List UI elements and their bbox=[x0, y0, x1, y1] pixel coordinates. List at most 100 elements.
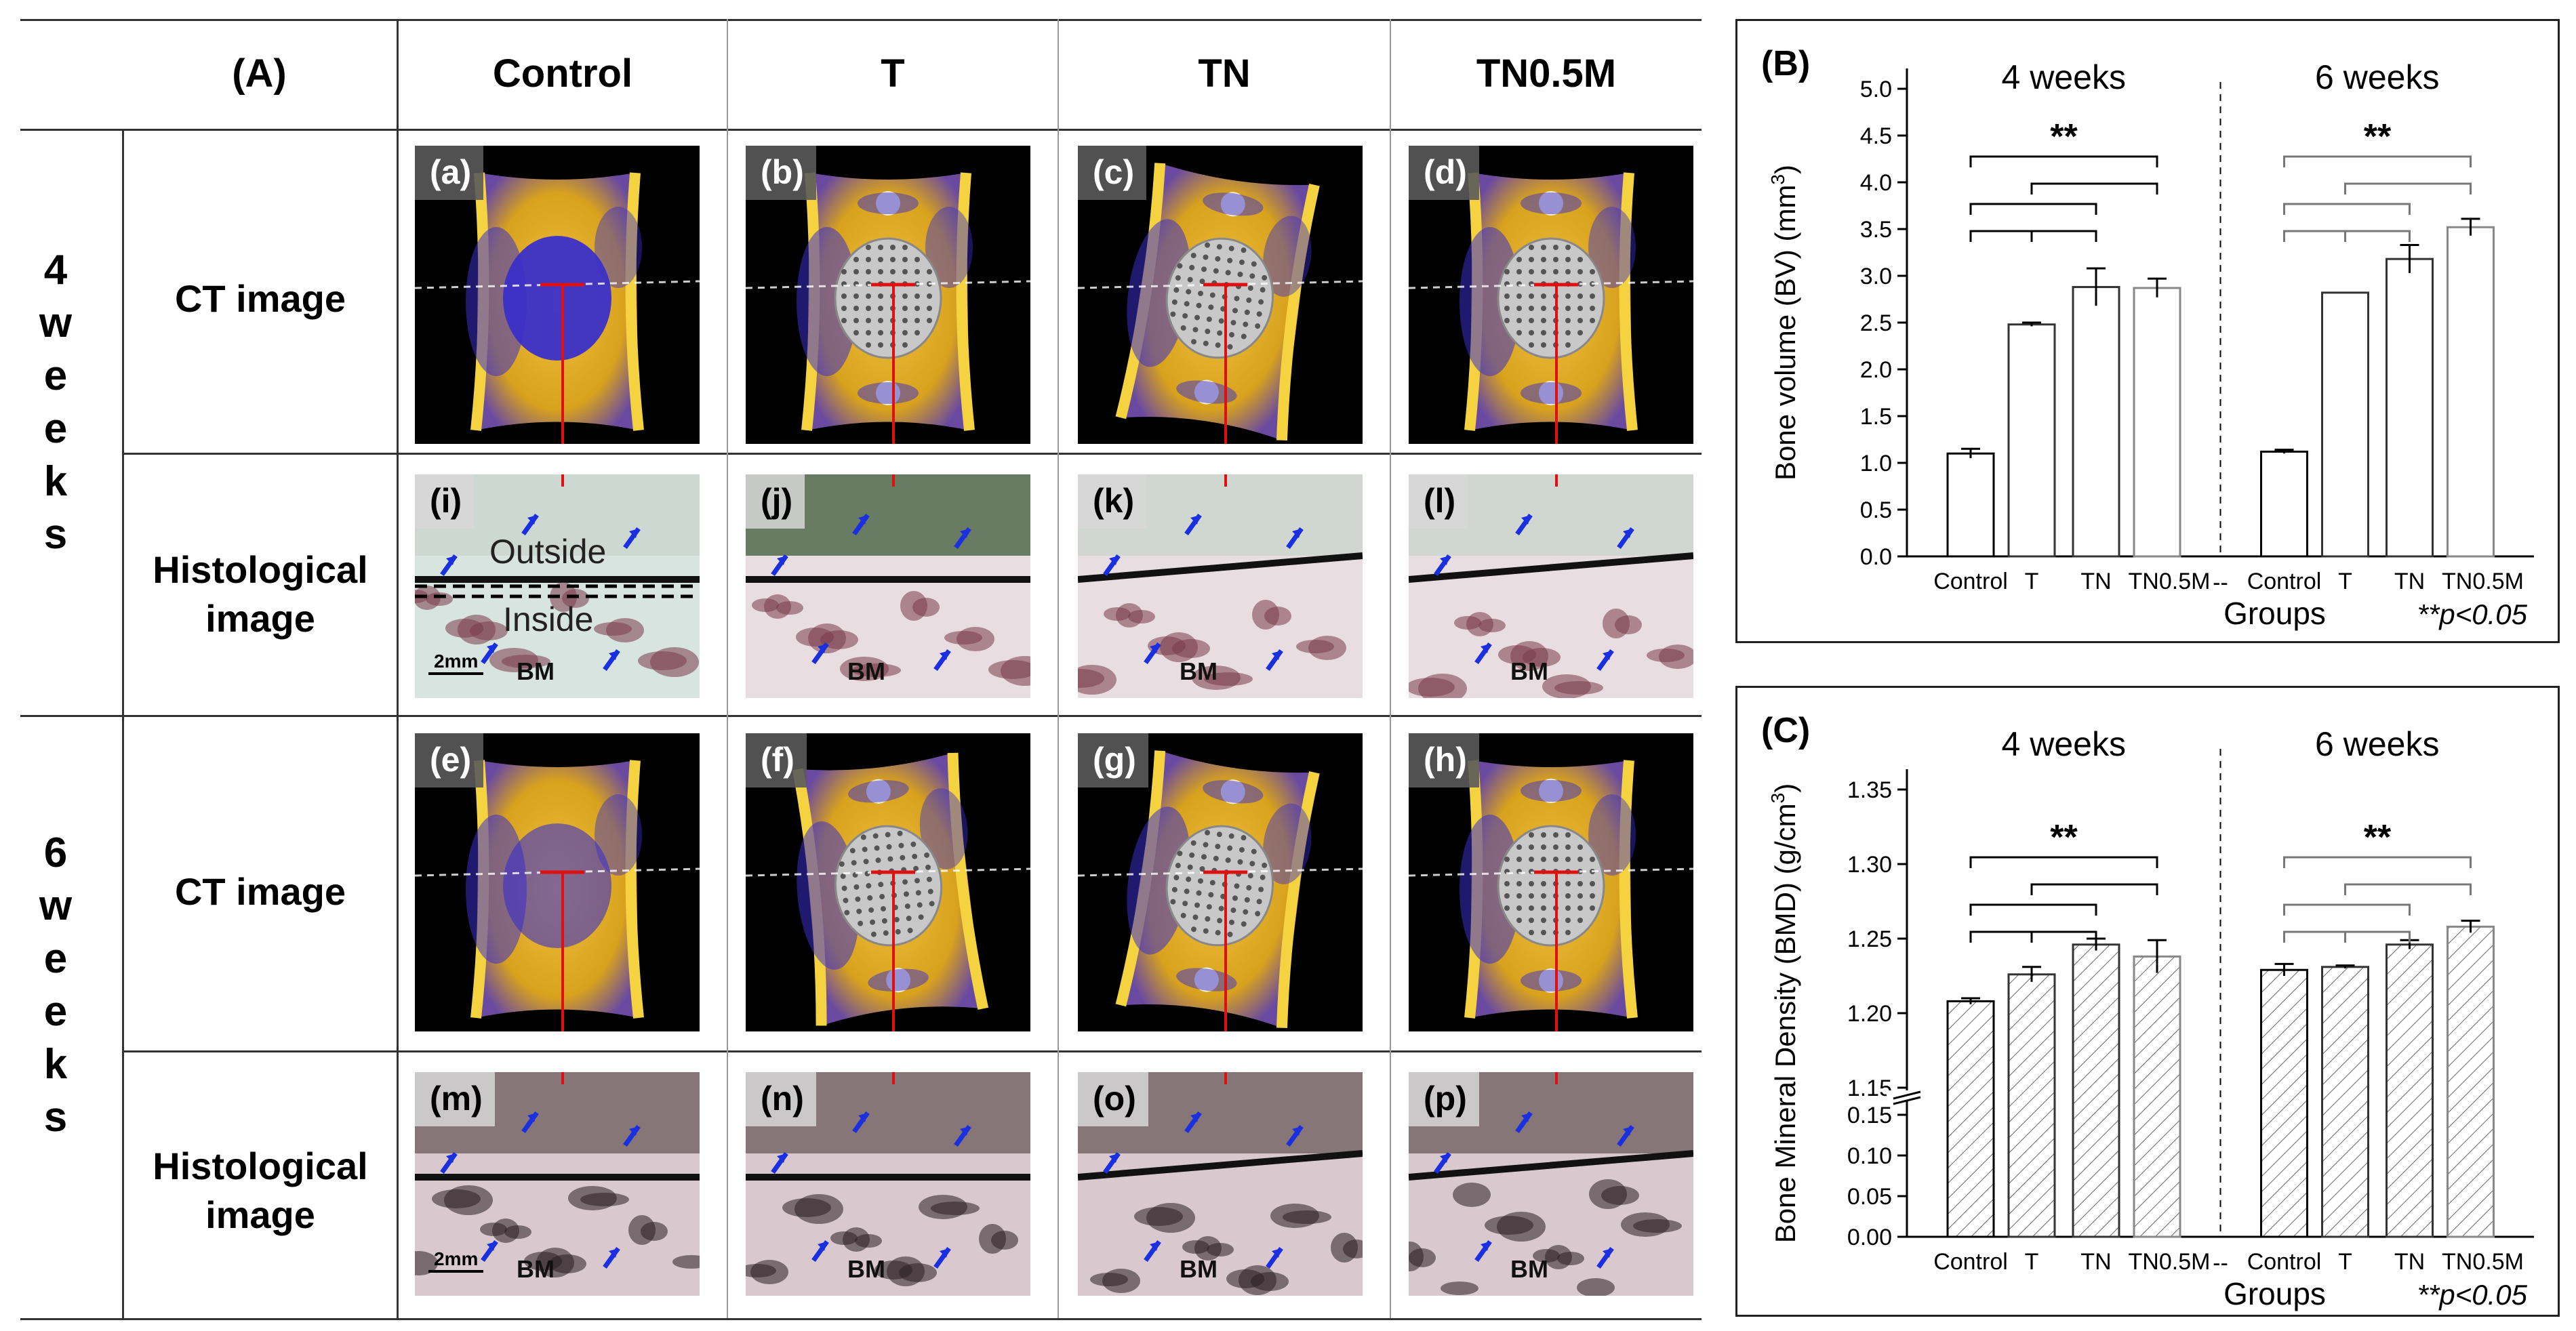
column-header-tn: TN bbox=[1198, 52, 1251, 96]
ct-panel-label: (d) bbox=[1409, 146, 1479, 200]
mesh-hole bbox=[1541, 857, 1546, 862]
mesh-hole bbox=[1213, 268, 1219, 274]
defect-hole bbox=[503, 823, 611, 948]
mesh-hole bbox=[1565, 330, 1571, 335]
mesh-hole bbox=[1234, 883, 1240, 889]
arrow-head-icon bbox=[1272, 1248, 1281, 1258]
mesh-hole bbox=[924, 852, 930, 858]
mesh-hole bbox=[902, 342, 908, 348]
mesh-hole bbox=[868, 907, 874, 913]
implant-line bbox=[1409, 552, 1693, 583]
mesh-hole bbox=[1205, 916, 1211, 922]
mesh-hole bbox=[1577, 857, 1583, 862]
mesh-hole bbox=[1541, 905, 1546, 911]
bone-segment bbox=[1460, 760, 1638, 1019]
mesh-hole bbox=[870, 931, 877, 937]
mesh-hole bbox=[1182, 313, 1188, 319]
tissue-cell bbox=[750, 1260, 788, 1284]
mesh-hole bbox=[1190, 339, 1196, 345]
category-label: TN bbox=[2080, 1249, 2111, 1275]
histology-panel-label: (k) bbox=[1078, 474, 1147, 529]
histology-image-2: (k) BM bbox=[1078, 474, 1363, 698]
mesh-hole bbox=[1565, 342, 1571, 348]
mesh-hole bbox=[883, 930, 889, 936]
category-label: T bbox=[2025, 1249, 2039, 1275]
ct-image-7: (h) bbox=[1409, 733, 1693, 1031]
mesh-hole bbox=[853, 318, 859, 323]
tissue-cell bbox=[899, 1263, 937, 1282]
y-tick-label: 1.25 bbox=[1847, 926, 1892, 952]
tissue-cell bbox=[562, 589, 589, 608]
category-label: T bbox=[2338, 1249, 2352, 1275]
mesh-hole bbox=[858, 920, 864, 926]
significance-bracket bbox=[2030, 182, 2158, 194]
mesh-hole bbox=[1225, 857, 1231, 863]
mesh-hole bbox=[1504, 306, 1510, 311]
mesh-hole bbox=[1529, 245, 1534, 250]
mesh-hole bbox=[1529, 832, 1534, 838]
mesh-hole bbox=[1201, 266, 1207, 272]
significance-bracket bbox=[2030, 230, 2097, 242]
mesh-hole bbox=[1255, 911, 1261, 917]
ct-render bbox=[1078, 163, 1363, 444]
mesh-hole bbox=[1529, 918, 1534, 923]
bone-marrow-label: BM bbox=[1180, 657, 1217, 685]
category-label: TN bbox=[2394, 569, 2425, 594]
tissue-cell bbox=[852, 663, 901, 677]
ct-panel-label: (b) bbox=[746, 146, 816, 200]
section-line bbox=[746, 867, 1030, 877]
mesh-hole bbox=[902, 269, 908, 274]
mesh-hole bbox=[1541, 881, 1546, 886]
category-label: T bbox=[2025, 569, 2039, 594]
mesh-hole bbox=[860, 834, 866, 840]
mesh-hole bbox=[1529, 306, 1534, 311]
mesh-hole bbox=[903, 891, 909, 897]
arrow-head-icon bbox=[1150, 644, 1159, 653]
mesh-hole bbox=[890, 269, 895, 274]
mesh-hole bbox=[1541, 293, 1546, 299]
mesh-hole bbox=[902, 879, 908, 885]
tissue-cell bbox=[606, 618, 644, 642]
ct-panel-label: (c) bbox=[1078, 146, 1147, 200]
category-label: TN0.5M bbox=[2129, 569, 2211, 594]
mesh-hole bbox=[1180, 325, 1186, 331]
mesh-hole bbox=[1541, 930, 1546, 935]
mesh-hole bbox=[1529, 269, 1534, 274]
ct-panel-label: (g) bbox=[1078, 733, 1148, 787]
tissue-cell bbox=[1251, 1272, 1289, 1291]
mesh-hole bbox=[866, 257, 871, 262]
mesh-hole bbox=[925, 864, 931, 870]
mesh-hole bbox=[866, 293, 871, 299]
mesh-hole bbox=[890, 257, 895, 262]
bone-edge-right bbox=[625, 760, 644, 1019]
mesh-hole bbox=[1237, 859, 1243, 865]
significance-bracket bbox=[2344, 230, 2411, 242]
arrow-head-icon bbox=[487, 644, 496, 653]
arrow-head-icon bbox=[1292, 529, 1302, 538]
bone-marrow-label: BM bbox=[1510, 657, 1548, 685]
mesh-hole bbox=[1203, 340, 1209, 346]
mesh-hole bbox=[898, 842, 904, 848]
mesh-hole bbox=[897, 830, 903, 836]
y-tick-label: 3.5 bbox=[1860, 217, 1892, 243]
bar bbox=[2133, 287, 2181, 558]
mesh-hole bbox=[1186, 876, 1192, 882]
ct-render bbox=[415, 760, 700, 1031]
arrow-head-icon bbox=[1272, 651, 1281, 660]
mesh-hole bbox=[878, 882, 884, 888]
table-row-rule bbox=[122, 453, 1702, 455]
bone-marrow-label: BM bbox=[847, 1255, 885, 1283]
mesh-hole bbox=[1516, 857, 1522, 862]
mesh-hole bbox=[1529, 342, 1534, 348]
significance-bracket bbox=[1969, 230, 2033, 242]
mesh-hole bbox=[1590, 306, 1595, 311]
ct-render bbox=[1409, 172, 1693, 444]
mesh-hole bbox=[866, 318, 871, 323]
tissue-cell bbox=[1557, 1252, 1584, 1265]
ct-panel-label: (a) bbox=[415, 146, 484, 200]
table-header-rule bbox=[20, 129, 1702, 131]
mesh-hole bbox=[1529, 857, 1534, 862]
mesh-hole bbox=[878, 269, 883, 274]
mesh-hole bbox=[1516, 306, 1522, 311]
y-tick-label: 1.20 bbox=[1847, 1001, 1892, 1027]
